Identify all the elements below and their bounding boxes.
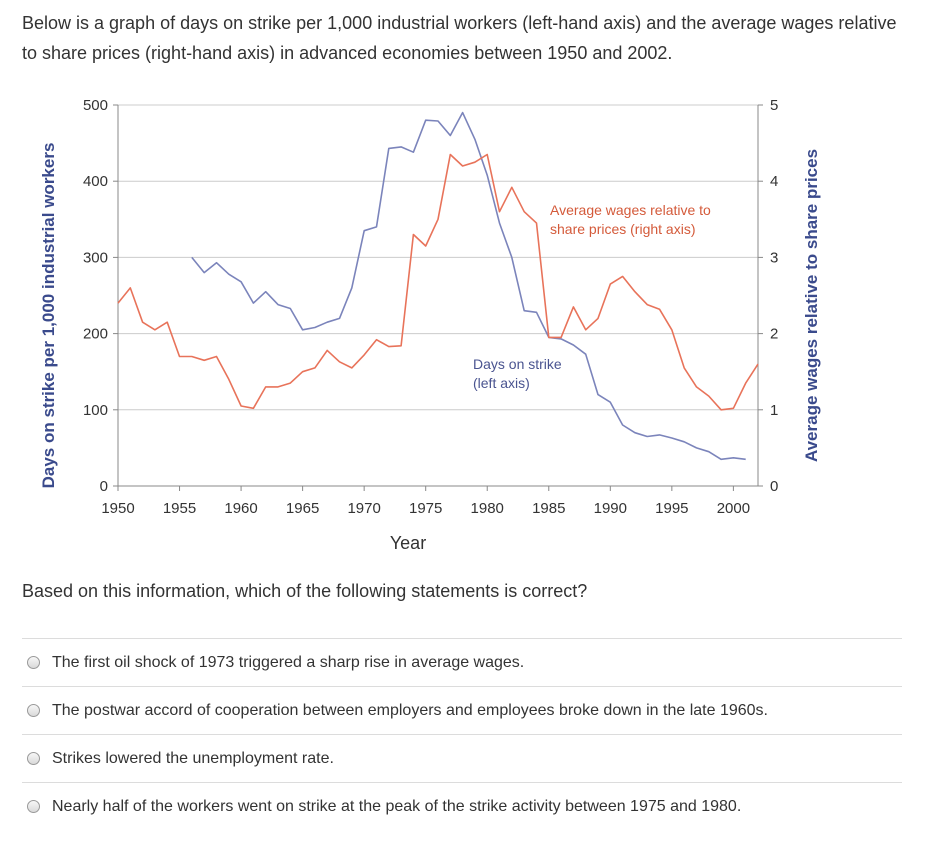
left-axis-tick-label: 200 [83,326,108,343]
days-on-strike-line [191,111,746,461]
right-axis-tick-label: 2 [770,326,778,343]
x-axis-tick-label: 1975 [409,500,442,517]
dual-axis-line-chart: 0 100 200 300 400 500 0 1 2 3 4 5 1950 1955 1960 1965 19… [39,97,821,553]
answer-option-4[interactable]: Nearly half of the workers went on strik… [22,782,902,830]
answer-options: The first oil shock of 1973 triggered a … [22,638,902,830]
answer-option-3[interactable]: Strikes lowered the unemployment rate. [22,734,902,782]
x-axis-tick-label: 1950 [101,500,134,517]
left-axis-title: Days on strike per 1,000 industrial work… [39,143,58,489]
wages-to-share-prices-line [117,153,759,411]
radio-button[interactable] [27,752,40,765]
x-axis-tick-label: 1990 [594,500,627,517]
wages-series-label: Average wages relative to [550,202,711,218]
x-axis-tick-label: 2000 [717,500,750,517]
x-axis-tick-label: 1955 [163,500,196,517]
right-axis-tick-label: 5 [770,97,778,114]
answer-option-1[interactable]: The first oil shock of 1973 triggered a … [22,638,902,686]
wages-series-label: share prices (right axis) [550,221,696,237]
x-axis-tick-label: 1985 [532,500,565,517]
radio-button[interactable] [27,656,40,669]
x-axis-tick-label: 1960 [224,500,257,517]
right-axis-tick-label: 3 [770,249,778,266]
x-axis-tick-label: 1970 [347,500,380,517]
x-axis-tick-label: 1965 [286,500,319,517]
right-axis-tick-label: 1 [770,402,778,419]
strike-series-label: Days on strike [473,356,562,372]
left-axis-tick-label: 500 [83,97,108,114]
right-axis-tick-label: 0 [770,478,778,495]
x-axis-tick-label: 1980 [471,500,504,517]
question-intro: Below is a graph of days on strike per 1… [22,13,897,63]
left-axis-tick-label: 0 [100,478,108,495]
strike-series-label: (left axis) [473,375,530,391]
left-axis-tick-label: 100 [83,402,108,419]
answer-option-label: Nearly half of the workers went on strik… [52,797,742,815]
left-axis-tick-label: 300 [83,249,108,266]
chart-container: 0 100 200 300 400 500 0 1 2 3 4 5 1950 1955 1960 1965 19… [30,88,830,568]
radio-button[interactable] [27,800,40,813]
right-axis-title: Average wages relative to share prices [802,149,821,462]
radio-button[interactable] [27,704,40,717]
left-axis-tick-label: 400 [83,173,108,190]
answer-option-label: Strikes lowered the unemployment rate. [52,749,334,767]
x-axis-tick-label: 1995 [655,500,688,517]
answer-option-label: The postwar accord of cooperation betwee… [52,701,768,719]
answer-option-label: The first oil shock of 1973 triggered a … [52,653,525,671]
x-axis-title: Year [390,533,426,553]
question-text: Based on this information, which of the … [22,581,588,601]
right-axis-tick-label: 4 [770,173,778,190]
answer-option-2[interactable]: The postwar accord of cooperation betwee… [22,686,902,734]
